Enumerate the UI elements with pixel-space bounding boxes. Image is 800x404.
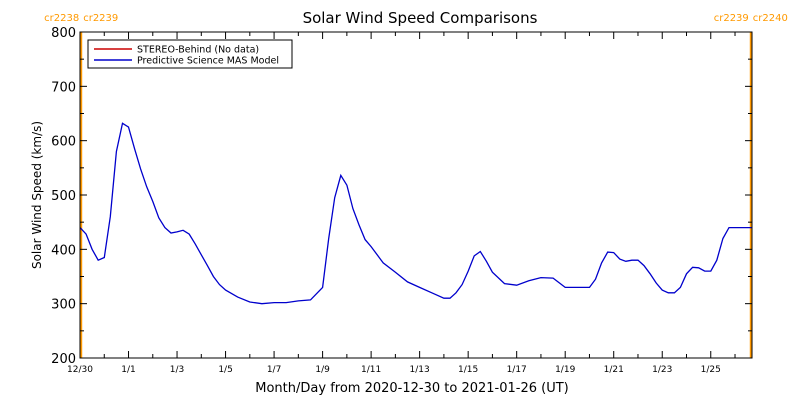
legend: STEREO-Behind (No data)Predictive Scienc… [87,39,293,69]
x-tick-label: 1/13 [410,365,430,375]
legend-label: STEREO-Behind (No data) [137,45,259,56]
chart-title: Solar Wind Speed Comparisons [303,9,538,27]
y-tick-label: 200 [51,352,76,367]
plot-area [80,32,752,358]
x-tick-label: 1/23 [652,365,672,375]
y-axis-label: Solar Wind Speed (km/s) [30,121,44,269]
x-tick-label: 1/21 [604,365,624,375]
x-tick-label: 12/30 [67,365,93,375]
legend-label: Predictive Science MAS Model [137,56,279,67]
y-tick-label: 400 [51,243,76,258]
x-tick-label: 1/19 [555,365,575,375]
y-tick-label: 800 [51,26,76,41]
x-tick-label: 1/15 [458,365,478,375]
carrington-label-left: cr2239 [714,13,749,24]
carrington-label-right: cr2240 [753,13,788,24]
carrington-label-right: cr2239 [83,13,118,24]
y-tick-label: 300 [51,298,76,313]
series-line [79,122,752,305]
legend-box [87,39,293,69]
x-tick-label: 1/11 [361,365,381,375]
series-layer [79,122,752,305]
x-axis-label: Month/Day from 2020-12-30 to 2021-01-26 … [255,381,568,396]
x-tick-label: 1/9 [315,365,330,375]
x-tick-label: 1/17 [507,365,527,375]
axes: 200 300 400 500 600 700 800 12/30 1/1 1/3 1/5 1/7 1/… [51,26,753,375]
plot-background [80,32,752,358]
x-tick-label: 1/3 [170,365,184,375]
x-tick-label: 1/1 [121,365,135,375]
x-tick-label: 1/25 [701,365,721,375]
carrington-label-left: cr2238 [44,13,79,24]
y-tick-label: 500 [51,189,76,204]
x-tick-label: 1/5 [218,365,232,375]
y-tick-label: 600 [51,135,76,150]
y-tick-label: 700 [51,80,76,95]
x-tick-label: 1/7 [267,365,281,375]
